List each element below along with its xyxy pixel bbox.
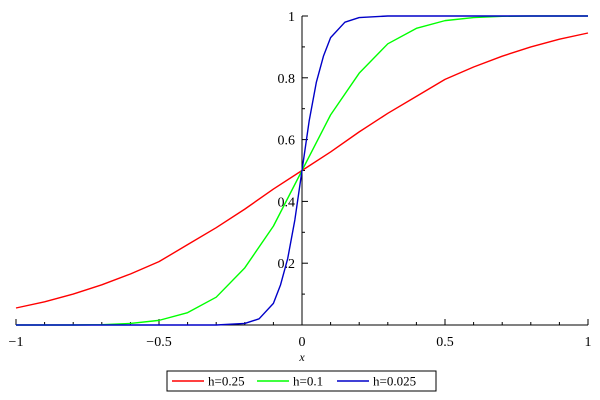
y-tick-label: 1 [288, 10, 295, 25]
x-tick-label: −1 [9, 335, 24, 350]
legend-label: h=0.25 [208, 374, 245, 389]
y-tick-label: 0.6 [278, 134, 296, 149]
axes: −1 −0.5 0 0.5 10.20.40.60.81x [9, 10, 592, 364]
x-tick-label: 0.5 [436, 335, 454, 350]
legend: h=0.25 h=0.1 h=0.025 [166, 370, 437, 392]
legend-box [166, 370, 437, 392]
series-line-h-0-025 [16, 15, 588, 326]
x-axis-label: x [298, 350, 305, 364]
plot-series [15, 15, 589, 326]
x-tick-label: 1 [585, 335, 592, 350]
legend-label: h=0.025 [373, 374, 416, 389]
y-tick-label: 0.8 [278, 72, 296, 87]
y-tick-label: 0.4 [278, 195, 296, 210]
x-tick-label: −0.5 [146, 335, 171, 350]
legend-label: h=0.1 [293, 374, 323, 389]
x-tick-label: 0 [299, 335, 306, 350]
